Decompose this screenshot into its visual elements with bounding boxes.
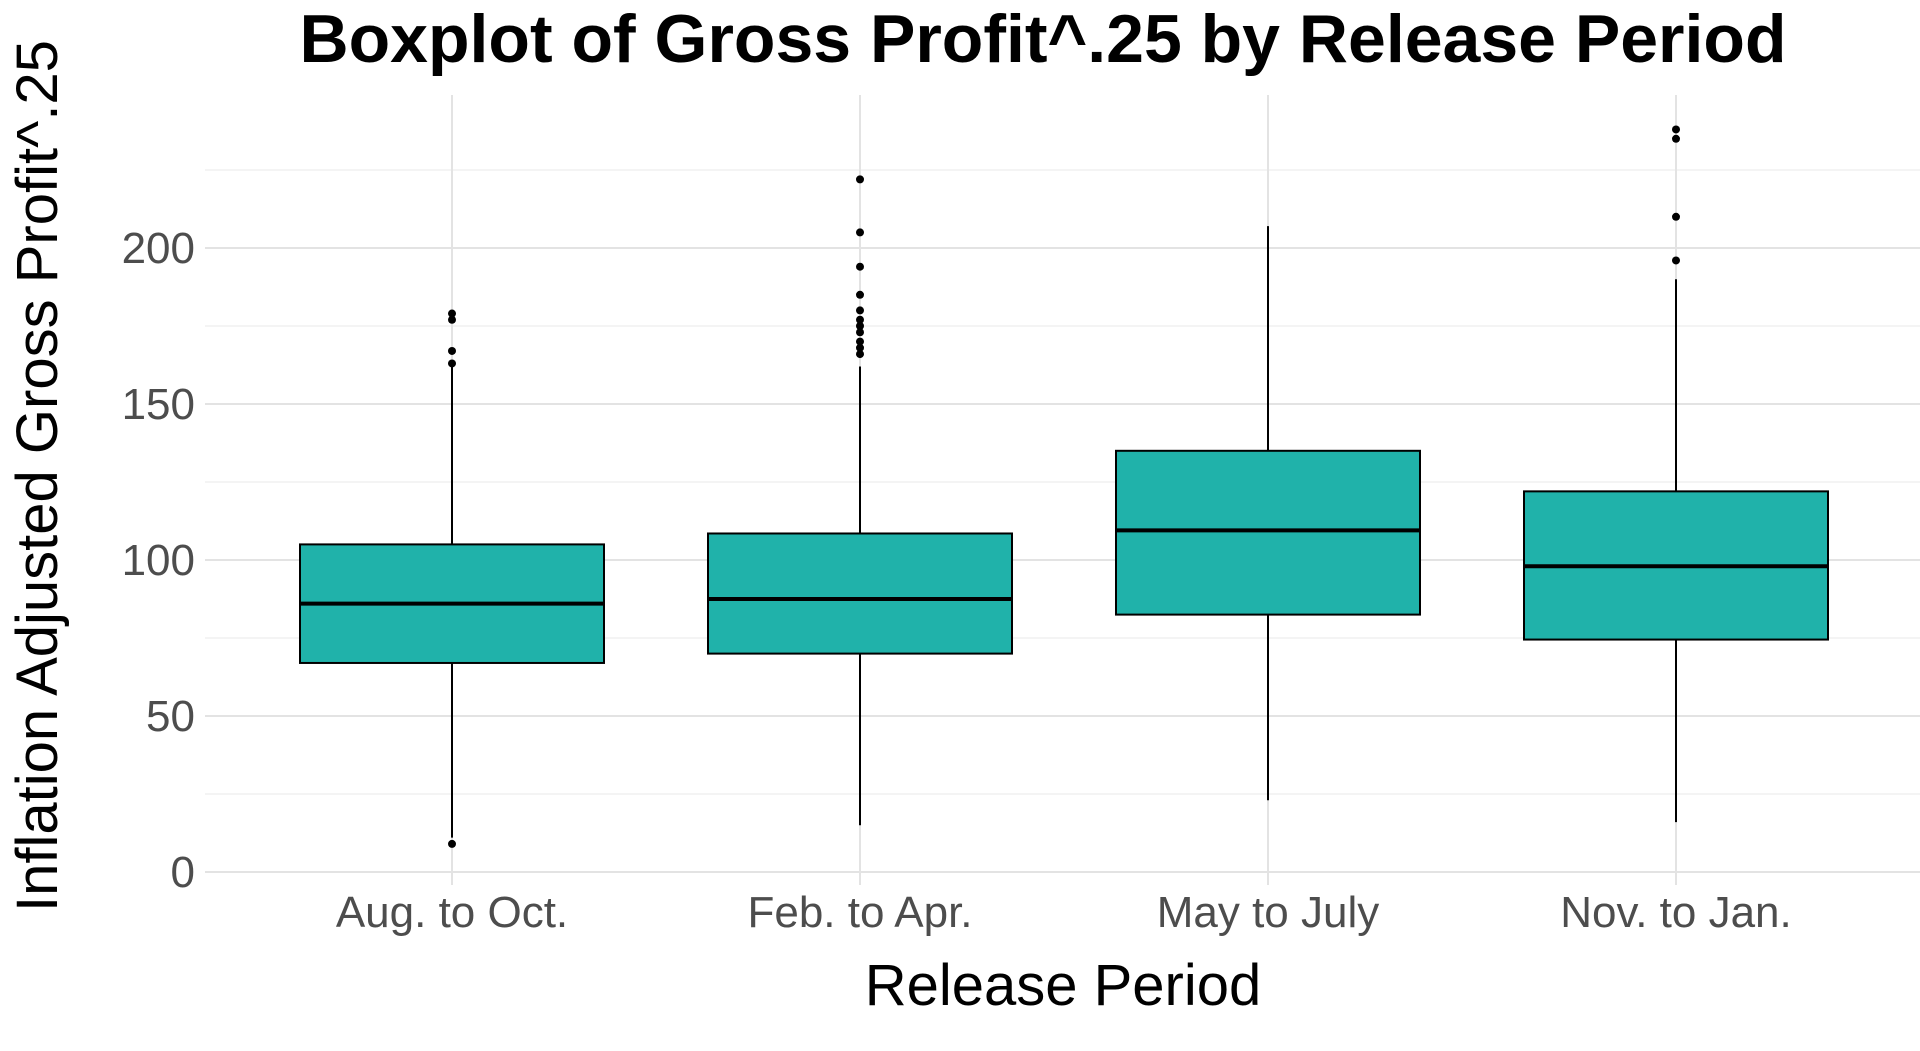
outlier-point — [448, 315, 456, 324]
outlier-point — [856, 322, 864, 330]
x-tick-label: Nov. to Jan. — [1560, 888, 1792, 937]
outlier-point — [856, 343, 864, 352]
box-group — [1115, 226, 1421, 801]
y-tick-label: 0 — [171, 848, 195, 897]
y-tick-label: 100 — [122, 536, 195, 585]
axis-layer: 0 50 100 150 200 Aug. to Oct. Feb. to Apr. May … — [122, 224, 1792, 937]
outlier-point — [1672, 134, 1680, 143]
box-group — [1523, 125, 1829, 823]
x-tick-label: May to July — [1157, 888, 1380, 937]
outlier-point — [448, 839, 456, 848]
outlier-point — [856, 315, 864, 324]
outlier-point — [448, 346, 456, 355]
outlier-point — [1672, 125, 1680, 134]
outlier-point — [856, 290, 864, 299]
box-body — [1115, 449, 1421, 616]
grid-layer — [205, 95, 1920, 885]
outlier-point — [1672, 256, 1680, 265]
outlier-point — [856, 228, 864, 237]
y-tick-label: 200 — [122, 224, 195, 273]
x-axis-title: Release Period — [865, 953, 1262, 1018]
box-layer — [299, 125, 1829, 848]
x-tick-label: Aug. to Oct. — [336, 888, 568, 937]
outlier-point — [448, 359, 456, 368]
outlier-point — [856, 262, 864, 271]
y-axis-title: Inflation Adjusted Gross Profit^.25 — [5, 40, 70, 912]
box-group — [707, 175, 1013, 826]
outlier-point — [448, 309, 456, 318]
outlier-point — [1672, 212, 1680, 221]
x-tick-label: Feb. to Apr. — [747, 888, 972, 937]
box-body — [707, 532, 1013, 655]
y-tick-label: 150 — [122, 380, 195, 429]
outlier-point — [856, 350, 864, 359]
outlier-point — [856, 306, 864, 315]
y-tick-label: 50 — [146, 692, 195, 741]
chart-title: Boxplot of Gross Profit^.25 by Release P… — [300, 1, 1787, 77]
outlier-point — [856, 337, 864, 346]
outlier-point — [856, 175, 864, 184]
outlier-point — [856, 328, 864, 337]
box-group — [299, 309, 605, 848]
